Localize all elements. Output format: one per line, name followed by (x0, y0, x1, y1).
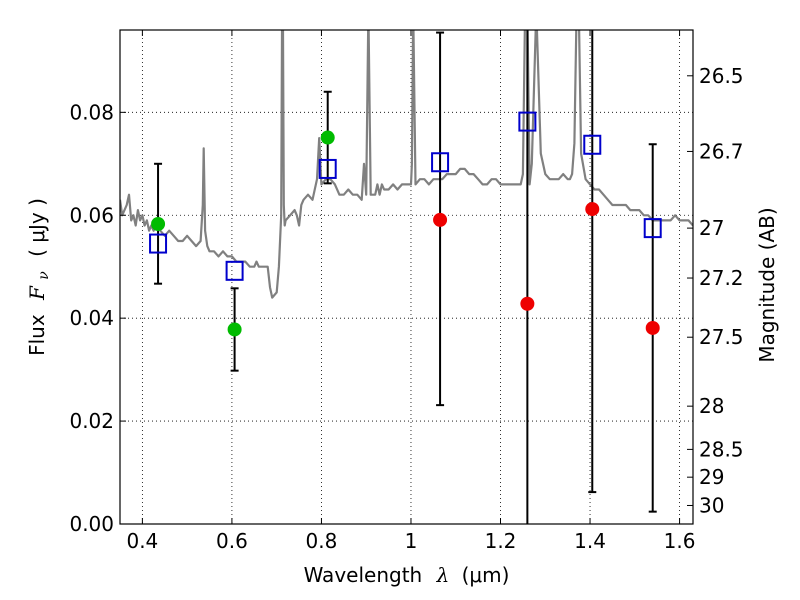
y-tick-label: 0.00 (69, 512, 114, 536)
plot-frame (119, 29, 694, 525)
model-photometry-square (583, 134, 602, 155)
template-spectrum-layer (120, 30, 693, 299)
model-photometry-square (643, 218, 662, 239)
y2-tick-label: 28 (699, 394, 724, 418)
x-axis-label: Wavelength λ (μm) (304, 563, 510, 587)
y-axis-label-symbol: F (25, 285, 49, 301)
observed-flux-point-detected (320, 130, 335, 145)
observed-flux-point-nondetected (585, 202, 600, 217)
grid (120, 30, 693, 524)
x-axis-label-unit: (μm) (462, 563, 510, 587)
x-tick-label: 1.2 (485, 529, 517, 553)
y2-tick-label: 29 (699, 465, 724, 489)
x-axis-label-symbol: λ (436, 563, 450, 587)
y-axis-label: Flux F ν ( μJy ) (25, 198, 53, 356)
y-axis-label-subscript: ν (36, 271, 52, 280)
model-photometry-square (518, 111, 537, 132)
y-tick-label: 0.04 (69, 306, 114, 330)
observed-flux-point-detected (151, 216, 166, 231)
model-photometry-square (431, 152, 450, 173)
y-tick-label: 0.06 (69, 203, 114, 227)
observed-flux-point-nondetected (520, 296, 535, 311)
y-axis-label-unit: ( μJy ) (25, 198, 49, 257)
marker-layer (149, 111, 662, 337)
y2-tick-label: 26.5 (699, 64, 744, 88)
y-tick-label: 0.08 (69, 100, 114, 124)
y2-tick-label: 26.7 (699, 139, 744, 163)
observed-flux-point-nondetected (433, 212, 448, 227)
x-tick-label: 0.4 (126, 529, 158, 553)
model-photometry-square (318, 158, 337, 179)
y2-tick-label: 27 (699, 216, 724, 240)
template-spectrum-line (120, 30, 693, 299)
y2-tick-label: 30 (699, 493, 724, 517)
model-photometry-square (225, 260, 244, 281)
secondary-y-axis-label: Magnitude (AB) (755, 207, 779, 362)
x-tick-label: 1 (405, 529, 418, 553)
x-axis-label-prefix: Wavelength (304, 563, 423, 587)
x-tick-label: 0.6 (216, 529, 248, 553)
observed-flux-point-nondetected (645, 320, 660, 335)
model-photometry-square (149, 233, 168, 254)
y2-tick-label: 27.5 (699, 325, 744, 349)
x-tick-label: 1.4 (574, 529, 606, 553)
x-tick-label: 1.6 (664, 529, 696, 553)
y-tick-label: 0.02 (69, 409, 114, 433)
tick-layer: 0.4 0.6 0.8 1 1.2 1.4 1.6 0.00 0.02 0.04 0.06 0.08 2… (69, 30, 744, 553)
observed-flux-point-detected (227, 322, 242, 337)
y2-tick-label: 28.5 (699, 437, 744, 461)
y-axis-label-prefix: Flux (25, 314, 49, 356)
x-tick-label: 0.8 (306, 529, 338, 553)
y2-tick-label: 27.2 (699, 266, 744, 290)
